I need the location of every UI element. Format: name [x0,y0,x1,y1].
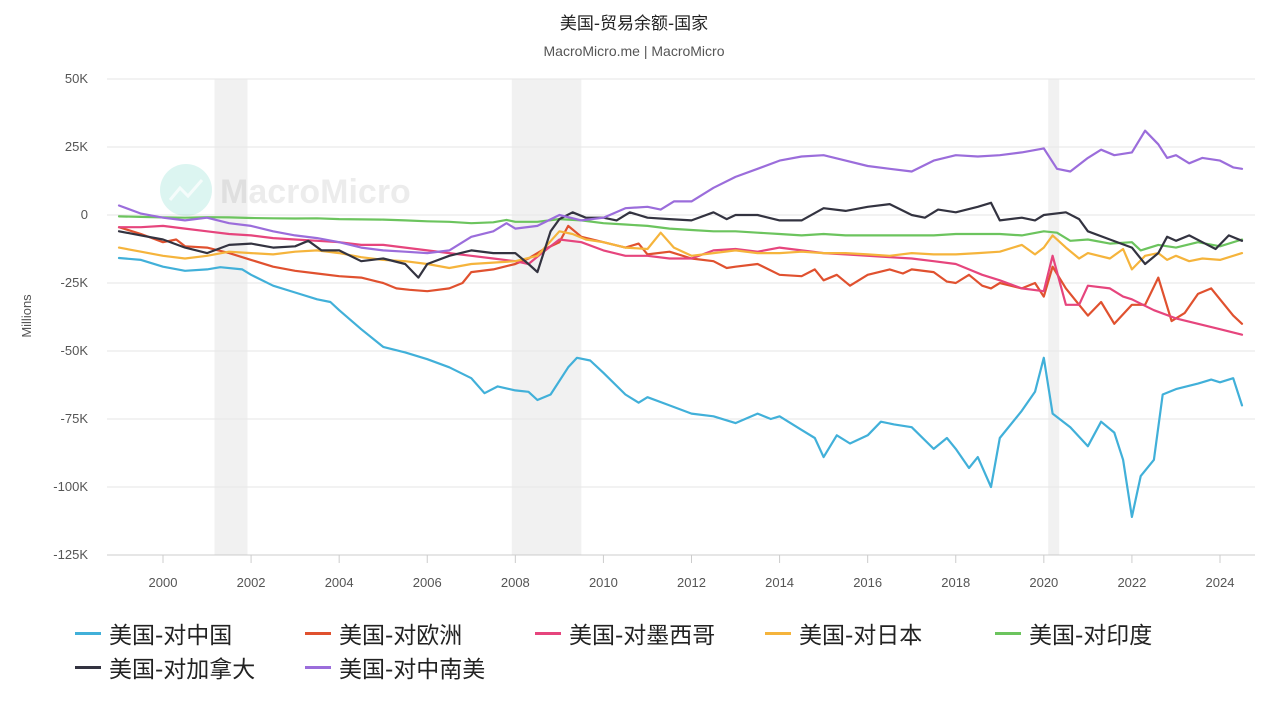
y-tick-label: 25K [65,139,88,154]
x-tick-label: 2010 [589,575,618,590]
x-tick-label: 2004 [325,575,354,590]
legend-swatch [305,632,331,635]
x-tick-label: 2020 [1029,575,1058,590]
x-tick-label: 2008 [501,575,530,590]
y-tick-label: 50K [65,71,88,86]
y-tick-label: -100K [53,479,88,494]
recession-band-2 [1048,79,1059,555]
legend-item-4[interactable]: 美国-对印度 [995,616,1152,650]
legend-swatch [535,632,561,635]
legend-swatch [75,666,101,669]
legend-swatch [765,632,791,635]
y-axis-ticks: 50K 25K 0 -25K -50K -75K -100K -125K [53,71,88,562]
legend-label: 美国-对欧洲 [339,616,462,650]
legend-label: 美国-对印度 [1029,616,1152,650]
legend-label: 美国-对中国 [109,616,232,650]
x-tick-label: 2006 [413,575,442,590]
legend-item-5[interactable]: 美国-对加拿大 [75,650,255,684]
x-tick-label: 2012 [677,575,706,590]
legend-swatch [305,666,331,669]
legend-label: 美国-对中南美 [339,650,485,684]
x-tick-label: 2022 [1117,575,1146,590]
watermark-text: MacroMicro [220,173,411,211]
y-tick-label: 0 [81,207,88,222]
series-line-2 [119,226,1242,335]
y-tick-label: -75K [61,411,89,426]
y-tick-label: -25K [61,275,89,290]
recession-band-0 [215,79,248,555]
legend-item-6[interactable]: 美国-对中南美 [305,650,485,684]
x-tick-label: 2018 [941,575,970,590]
series-line-3 [119,231,1242,269]
watermark-logo-icon [160,164,212,216]
legend-label: 美国-对墨西哥 [569,616,715,650]
legend-swatch [995,632,1021,635]
legend-item-1[interactable]: 美国-对欧洲 [305,616,462,650]
x-tick-label: 2014 [765,575,794,590]
y-axis-label: Millions [19,294,34,338]
legend-item-2[interactable]: 美国-对墨西哥 [535,616,715,650]
legend-swatch [75,632,101,635]
y-tick-label: -50K [61,343,89,358]
legend-item-3[interactable]: 美国-对日本 [765,616,922,650]
legend-label: 美国-对日本 [799,616,922,650]
x-tick-label: 2000 [149,575,178,590]
x-axis-ticks: 2000 2002 2004 2006 2008 2010 2012 2014 2016 2018… [149,555,1235,590]
watermark: MacroMicro [160,164,411,216]
line-chart: MacroMicro 50K 25K 0 -25K -50K -75K -100K -125K… [0,0,1268,614]
legend-item-0[interactable]: 美国-对中国 [75,616,232,650]
x-tick-label: 2024 [1206,575,1235,590]
x-tick-label: 2016 [853,575,882,590]
recession-bands [215,79,1060,555]
legend-label: 美国-对加拿大 [109,650,255,684]
y-tick-label: -125K [53,547,88,562]
grid-lines [107,79,1255,555]
x-tick-label: 2002 [237,575,266,590]
recession-band-1 [512,79,582,555]
